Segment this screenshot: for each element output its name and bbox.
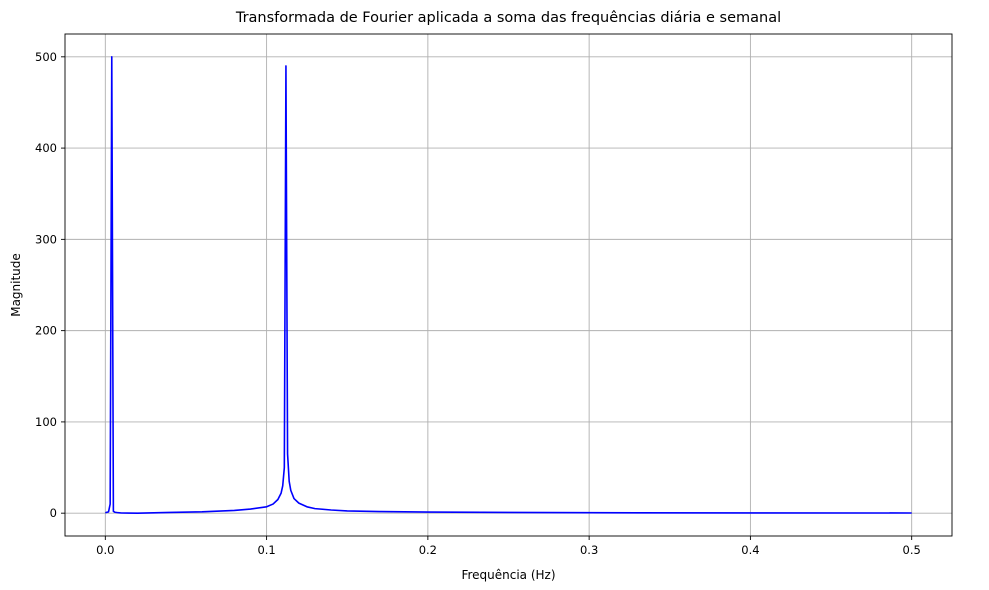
y-tick-label: 300 [35,232,57,246]
x-axis-label: Frequência (Hz) [461,568,555,582]
x-tick-label: 0.1 [257,543,275,557]
x-tick-label: 0.5 [903,543,921,557]
grid-lines [65,34,952,536]
fft-magnitude-line [105,56,912,514]
y-tick-label: 100 [35,415,57,429]
axis-ticks: 0.0 0.1 0.2 0.3 0.4 0.5 0 100 200 300 400 500 [35,50,921,557]
axes-frame [64,33,953,537]
y-tick-label: 0 [50,506,57,520]
y-tick-label: 400 [35,141,57,155]
x-tick-label: 0.2 [419,543,437,557]
x-tick-label: 0.4 [741,543,759,557]
chart-title: Transformada de Fourier aplicada a soma … [235,10,781,26]
x-tick-label: 0.3 [580,543,598,557]
x-tick-label: 0.0 [96,543,114,557]
plot-area [105,56,912,514]
y-axis-label: Magnitude [9,253,23,317]
y-tick-label: 500 [35,50,57,64]
y-tick-label: 200 [35,324,57,338]
